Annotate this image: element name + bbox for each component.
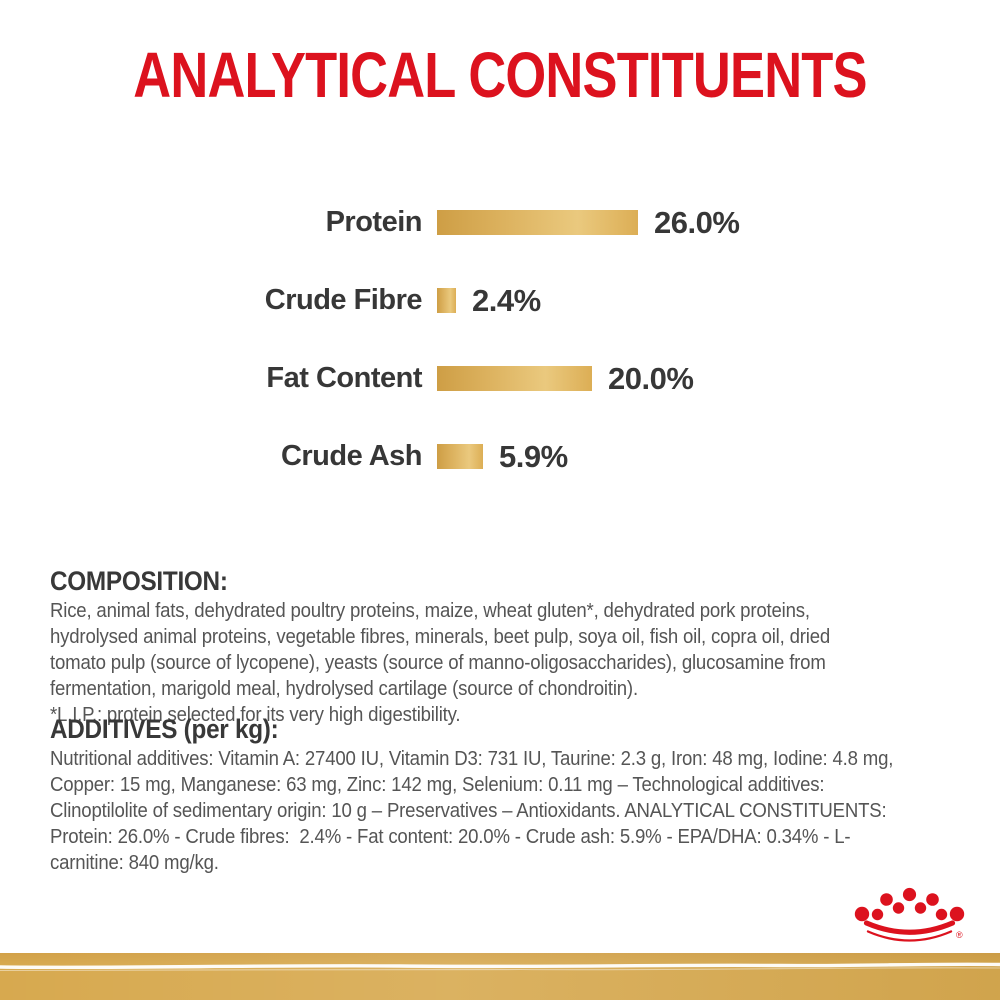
crown-dot [914,902,927,914]
constituent-bar [437,444,483,469]
gold-footer-band [0,953,1000,1000]
chart-row: Fat Content 20.0% [0,361,1000,396]
composition-heading: COMPOSITION: [50,566,228,596]
crown-dot [902,887,917,902]
constituent-label: Protein [325,206,423,238]
chart-row: Crude Fibre 2.4% [0,283,1000,318]
constituent-label: Crude Ash [280,440,423,472]
chart-row: Protein 26.0% [0,205,1000,240]
crown-dot [892,902,905,914]
crown-dot [926,893,939,906]
constituent-bar [437,366,592,391]
crown-band-thin [866,930,953,942]
crown-dot [871,908,884,921]
additives-text: Nutritional additives: Vitamin A: 27400 … [50,748,894,874]
chart-row: Crude Ash 5.9% [0,439,1000,474]
constituent-value: 2.4% [472,283,541,318]
registered-trademark-symbol: ® [956,930,963,940]
brush-streak-echo [0,967,1000,972]
crown-band-thick [863,920,956,935]
royal-canin-crown-icon: ® [854,887,965,942]
constituent-value: 20.0% [608,361,694,396]
crown-dot [880,893,893,906]
constituent-label: Fat Content [266,362,422,394]
additives-heading: ADDITIVES (per kg): [50,714,279,744]
constituent-bar [437,210,638,235]
crown-dot [854,906,870,922]
page-title: ANALYTICAL CONSTITUENTS [133,39,867,111]
analytical-constituents-chart: Protein 26.0% Crude Fibre 2.4% Fat Conte… [0,205,1000,474]
crown-dot [935,908,948,921]
composition-text: Rice, animal fats, dehydrated poultry pr… [50,600,831,700]
composition-footnote: *L.I.P.: protein selected for its very h… [50,704,461,726]
constituent-value: 5.9% [499,439,568,474]
constituent-value: 26.0% [654,205,740,240]
constituent-label: Crude Fibre [264,284,423,316]
brush-streak [0,962,1000,970]
constituent-bar [437,288,456,313]
crown-dot [949,906,965,922]
